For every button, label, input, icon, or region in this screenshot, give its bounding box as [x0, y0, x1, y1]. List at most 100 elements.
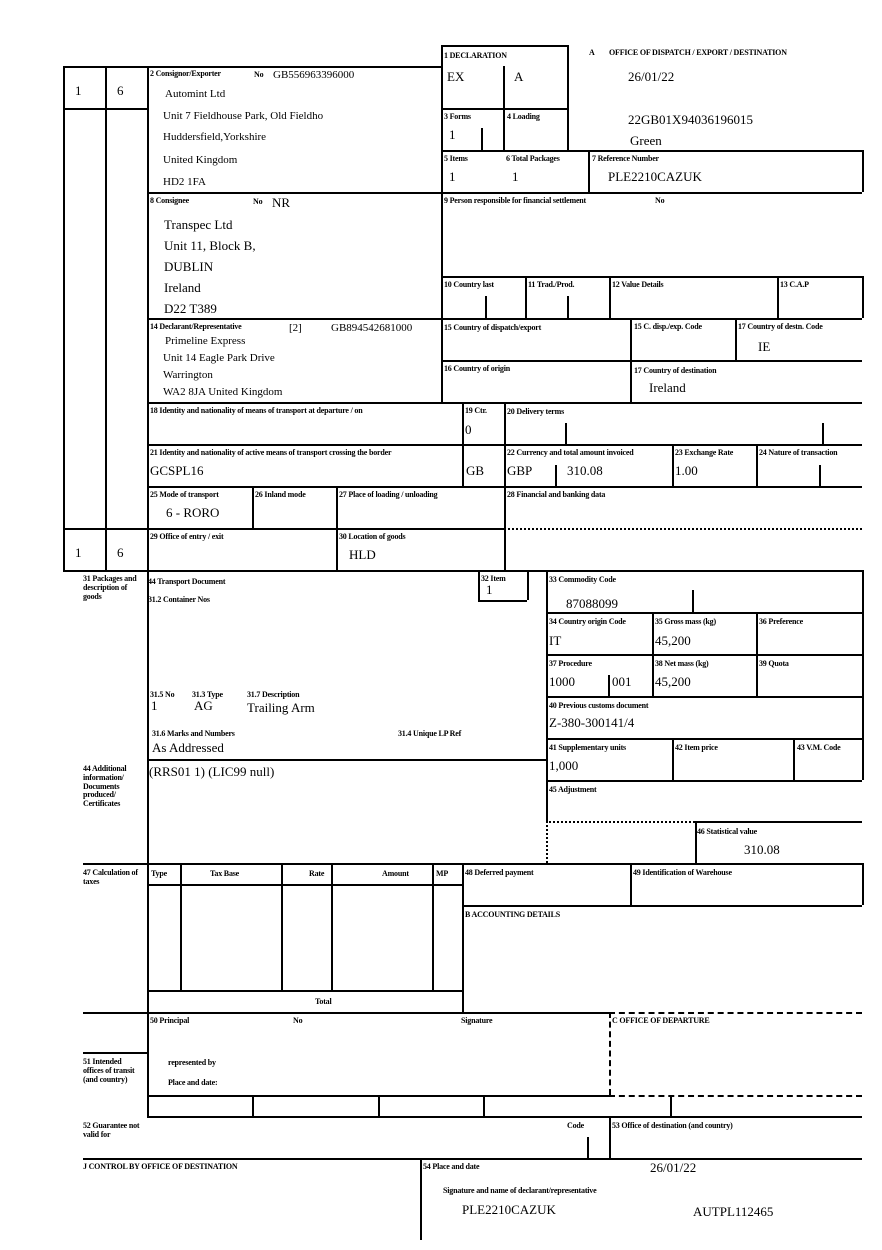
consignee-line: Ireland: [164, 280, 201, 295]
form-line: [441, 45, 443, 192]
box51-label: 51 Intended offices of transit (and coun…: [83, 1057, 135, 1084]
form-line: [462, 863, 464, 1012]
form-line: [672, 738, 674, 780]
box25-label: 25 Mode of transport: [150, 490, 219, 499]
form-line: [63, 66, 441, 68]
box52-label: 52 Guarantee not valid for: [83, 1121, 140, 1139]
form-line: [567, 296, 569, 318]
consignor-no: GB556963396000: [273, 69, 355, 81]
form-line: [83, 863, 862, 865]
form-line: [546, 821, 548, 863]
box33-value: 87088099: [566, 596, 618, 611]
tax-total-label: Total: [315, 997, 332, 1006]
header-date: 26/01/22: [628, 69, 675, 84]
accounting-label: B ACCOUNTING DETAILS: [465, 910, 560, 919]
box12-label: 12 Value Details: [612, 280, 664, 289]
box22-label: 22 Currency and total amount invoiced: [507, 448, 634, 457]
consignor-line: Huddersfield,Yorkshire: [163, 131, 267, 143]
copy-marker: 6: [117, 545, 124, 560]
total-packages-value: 1: [512, 169, 519, 184]
lp-ref-label: 31.4 Unique LP Ref: [398, 729, 462, 738]
box54-signature-label: Signature and name of declarant/represen…: [443, 1186, 597, 1195]
box20-label: 20 Delivery terms: [507, 407, 565, 416]
box46-value: 310.08: [744, 842, 780, 857]
financial-label: 9 Person responsible for financial settl…: [444, 196, 587, 205]
form-line: [147, 884, 462, 886]
form-line: [525, 276, 527, 318]
form-line: [630, 863, 632, 905]
box25-value: 6 - RORO: [166, 505, 220, 520]
box27-label: 27 Place of loading / unloading: [339, 490, 438, 499]
box41-value: 1,000: [549, 758, 579, 773]
declarant-label: 14 Declarant/Representative: [150, 322, 242, 331]
box37-value: 1000: [549, 674, 575, 689]
form-line: [83, 1012, 609, 1014]
control-label: J CONTROL BY OFFICE OF DESTINATION: [83, 1162, 238, 1171]
consignor-line: HD2 1FA: [163, 176, 206, 188]
box21-nationality: GB: [466, 463, 485, 478]
consignee-line: Transpec Ltd: [164, 217, 233, 232]
form-line: [63, 108, 147, 110]
reference-label: 7 Reference Number: [592, 154, 659, 163]
form-line: [432, 863, 434, 990]
copy-marker: 1: [75, 83, 82, 98]
form-line: [609, 1095, 862, 1097]
box11-label: 11 Trad./Prod.: [528, 280, 575, 289]
form-line: [441, 150, 862, 152]
box46-label: 46 Statistical value: [697, 827, 757, 836]
form-line: [546, 738, 862, 740]
form-line: [147, 444, 862, 446]
box49-label: 49 Identification of Warehouse: [633, 868, 732, 877]
box30-label: 30 Location of goods: [339, 532, 406, 541]
consignee-label: 8 Consignee: [150, 196, 189, 205]
box32-value: 1: [486, 582, 493, 597]
form-line: [63, 528, 504, 530]
form-line: [105, 66, 107, 570]
box24-label: 24 Nature of transaction: [759, 448, 838, 457]
form-line: [481, 128, 483, 150]
declaration-type: EX: [447, 69, 465, 84]
office-letter: A: [589, 48, 595, 57]
form-line: [608, 675, 610, 696]
box39-label: 39 Quota: [759, 659, 789, 668]
consignor-no-label: No: [254, 70, 264, 79]
form-line: [546, 570, 548, 821]
consignee-no: NR: [272, 195, 291, 210]
form-line: [555, 465, 557, 486]
form-line: [822, 423, 824, 444]
office-departure-label: C OFFICE OF DEPARTURE: [612, 1016, 710, 1025]
form-line: [527, 572, 529, 600]
packages-type: AG: [194, 698, 213, 713]
form-line: [546, 612, 862, 614]
box35-label: 35 Gross mass (kg): [655, 617, 716, 626]
form-line: [862, 863, 864, 905]
declarant-line: Primeline Express: [165, 335, 246, 347]
container-label: 31.2 Container Nos: [148, 595, 210, 604]
declaration-label: 1 DECLARATION: [444, 51, 507, 60]
box19-value: 0: [465, 422, 472, 437]
packages-no: 1: [151, 698, 158, 713]
form-line: [147, 570, 149, 1116]
marks-label: 31.6 Marks and Numbers: [152, 729, 235, 738]
form-line: [672, 444, 674, 486]
form-line: [793, 738, 795, 780]
form-line: [546, 696, 862, 698]
consignor-label: 2 Consignor/Exporter: [150, 69, 221, 78]
box43-label: 43 V.M. Code: [797, 743, 841, 752]
form-line: [587, 1137, 589, 1158]
form-line: [609, 1012, 611, 1095]
consignee-no-label: No: [253, 197, 263, 206]
declarant-line: Unit 14 Eagle Park Drive: [163, 352, 275, 364]
box53-label: 53 Office of destination (and country): [612, 1121, 733, 1130]
form-line: [546, 654, 862, 656]
box30-value: HLD: [349, 547, 376, 562]
box38-label: 38 Net mass (kg): [655, 659, 709, 668]
loading-label: 4 Loading: [507, 112, 540, 121]
form-line: [546, 821, 695, 823]
tax-col-rate: Rate: [309, 869, 325, 878]
form-line: [441, 360, 862, 362]
form-line: [63, 66, 65, 570]
form-line: [862, 276, 864, 318]
form-line: [862, 570, 864, 780]
